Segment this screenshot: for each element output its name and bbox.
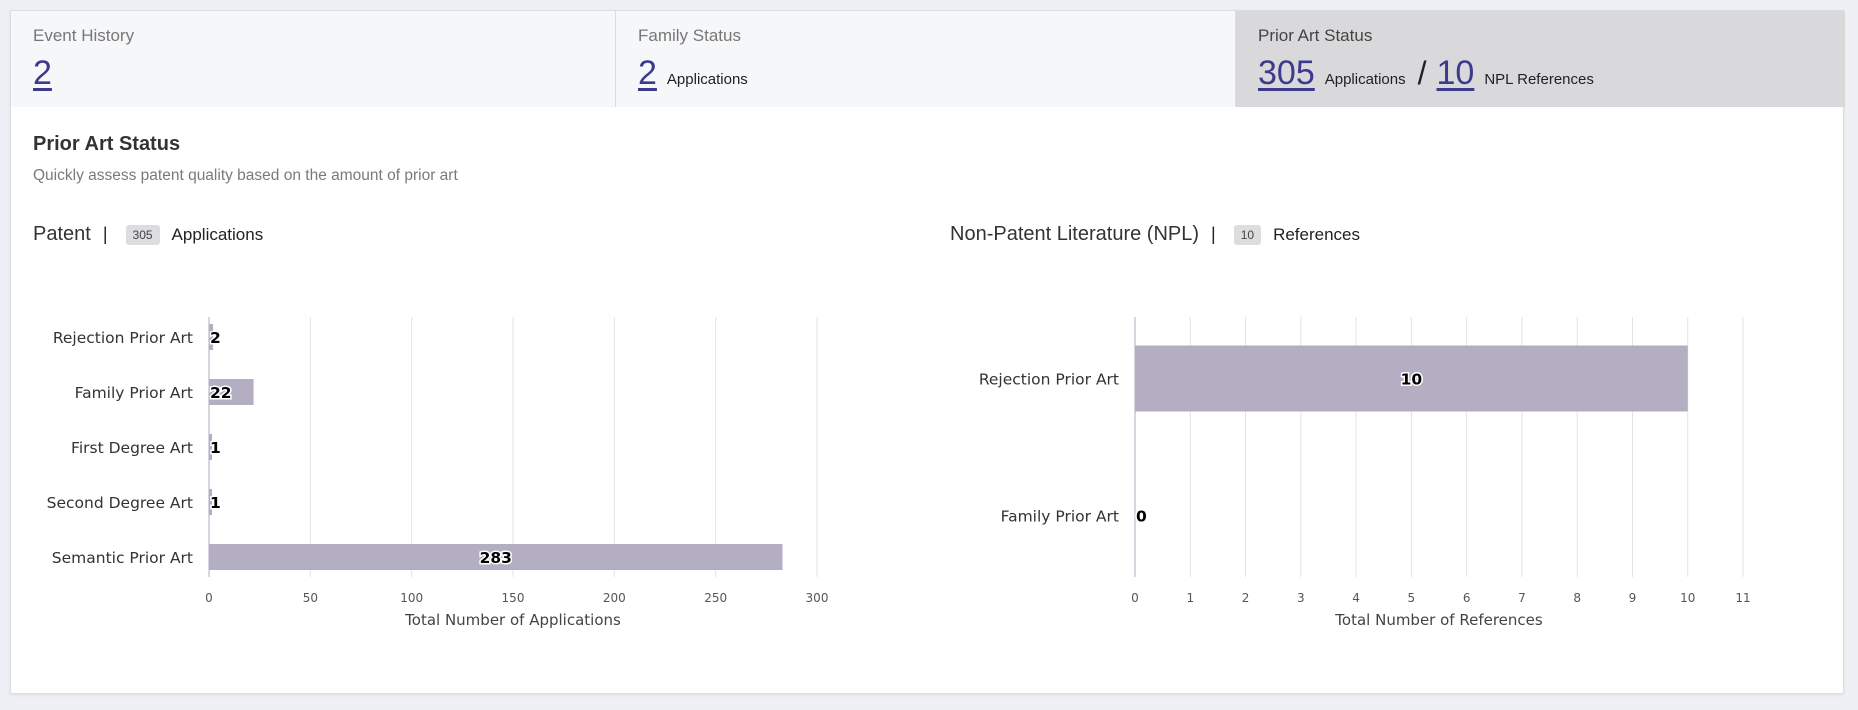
npl-count-badge: 10 bbox=[1233, 224, 1262, 245]
x-tick-label: 11 bbox=[1735, 591, 1750, 605]
data-label: 2 bbox=[210, 329, 221, 347]
header-pipe: | bbox=[1211, 224, 1216, 244]
x-tick-label: 9 bbox=[1629, 591, 1637, 605]
data-label: 1 bbox=[210, 494, 221, 512]
bar bbox=[209, 489, 212, 515]
y-category-label: Family Prior Art bbox=[75, 384, 193, 402]
section-subtitle: Quickly assess patent quality based on t… bbox=[33, 167, 458, 184]
x-tick-label: 7 bbox=[1518, 591, 1526, 605]
tab-label: Event History bbox=[33, 26, 135, 45]
npl-bar-chart: 0 1 2 3 4 5 6 7 8 9 10 11 Rejection Prior Art 10 Famil… bbox=[979, 317, 1751, 629]
npl-count-label: References bbox=[1273, 224, 1360, 244]
data-label: 1 bbox=[210, 439, 221, 457]
bar bbox=[209, 544, 783, 570]
patent-count-label: Applications bbox=[171, 224, 264, 244]
summary-tabs: Event History 2 Family Status 2 Applicat… bbox=[11, 11, 1845, 107]
x-axis-title: Total Number of References bbox=[1334, 611, 1543, 629]
x-tick-label: 5 bbox=[1408, 591, 1416, 605]
npl-unit: NPL References bbox=[1484, 71, 1594, 88]
y-category-label: Rejection Prior Art bbox=[53, 329, 193, 347]
patent-title: Patent bbox=[33, 223, 91, 245]
y-category-label: First Degree Art bbox=[71, 439, 193, 457]
x-axis-title: Total Number of Applications bbox=[404, 611, 621, 629]
x-tick-label: 50 bbox=[303, 591, 318, 605]
npl-title: Non-Patent Literature (NPL) bbox=[950, 223, 1200, 245]
npl-chart-header: Non-Patent Literature (NPL) | 10 Referen… bbox=[950, 223, 1360, 246]
x-tick-label: 1 bbox=[1186, 591, 1194, 605]
x-tick-label: 8 bbox=[1573, 591, 1581, 605]
tab-event-history[interactable]: Event History 2 bbox=[11, 11, 616, 107]
patent-bar-chart: 0 50 100 150 200 250 300 Rejection Prior Art 2 Fa… bbox=[47, 317, 829, 629]
prior-art-panel: Event History 2 Family Status 2 Applicat… bbox=[10, 10, 1845, 694]
x-tick-label: 300 bbox=[806, 591, 829, 605]
event-history-count-link[interactable]: 2 bbox=[33, 54, 52, 92]
tab-label: Family Status bbox=[638, 26, 741, 45]
data-label: 283 bbox=[480, 549, 512, 567]
x-tick-label: 0 bbox=[205, 591, 213, 605]
y-category-label: Family Prior Art bbox=[1001, 508, 1119, 526]
bar bbox=[209, 324, 214, 350]
x-tick-label: 6 bbox=[1463, 591, 1471, 605]
y-category-label: Semantic Prior Art bbox=[52, 549, 193, 567]
data-label: 10 bbox=[1401, 371, 1423, 389]
x-tick-label: 4 bbox=[1352, 591, 1360, 605]
separator: / bbox=[1417, 55, 1427, 91]
tab-label: Prior Art Status bbox=[1258, 26, 1373, 45]
applications-count-link[interactable]: 305 bbox=[1258, 54, 1315, 92]
section-title: Prior Art Status bbox=[33, 133, 181, 155]
x-tick-label: 10 bbox=[1680, 591, 1695, 605]
y-category-label: Second Degree Art bbox=[47, 494, 193, 512]
x-tick-label: 100 bbox=[400, 591, 423, 605]
header-pipe: | bbox=[102, 224, 108, 244]
tab-family-status[interactable]: Family Status 2 Applications bbox=[616, 11, 1236, 107]
x-tick-label: 3 bbox=[1297, 591, 1305, 605]
x-tick-label: 250 bbox=[704, 591, 727, 605]
applications-unit: Applications bbox=[1324, 71, 1406, 88]
npl-count-link[interactable]: 10 bbox=[1436, 54, 1475, 92]
family-count-link[interactable]: 2 bbox=[638, 54, 657, 92]
x-tick-label: 150 bbox=[502, 591, 525, 605]
patent-chart-header: Patent | 305 Applications bbox=[33, 223, 263, 246]
patent-count-badge: 305 bbox=[125, 224, 160, 245]
x-tick-label: 2 bbox=[1242, 591, 1250, 605]
data-label: 22 bbox=[210, 384, 232, 402]
bar bbox=[1135, 345, 1688, 412]
data-label: 0 bbox=[1136, 508, 1147, 526]
y-category-label: Rejection Prior Art bbox=[979, 371, 1119, 389]
bar bbox=[209, 379, 254, 405]
tab-prior-art-status[interactable]: Prior Art Status 305 Applications / 10 N… bbox=[1236, 11, 1845, 107]
family-unit: Applications bbox=[666, 71, 748, 88]
bar bbox=[209, 434, 212, 460]
x-tick-label: 200 bbox=[603, 591, 626, 605]
x-tick-label: 0 bbox=[1131, 591, 1139, 605]
